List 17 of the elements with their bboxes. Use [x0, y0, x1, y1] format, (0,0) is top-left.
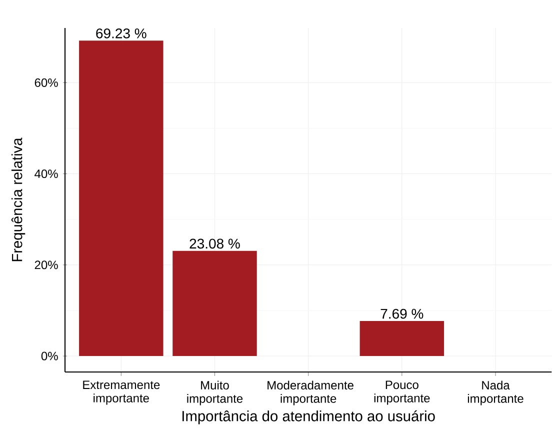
- bar: [172, 250, 257, 356]
- y-tick-label: 60%: [34, 78, 58, 87]
- x-tick-label: Moderadamente importante: [268, 380, 354, 406]
- x-tick-label: Muito importante: [187, 380, 243, 406]
- x-tick-label: Nada importante: [468, 380, 524, 406]
- bar: [79, 40, 164, 356]
- x-tick-label: Pouco importante: [374, 380, 430, 405]
- data-label: 23.08 %: [190, 238, 240, 249]
- y-tick-label: 0%: [41, 352, 58, 360]
- x-tick-label: Extremamente importante: [83, 380, 160, 405]
- data-label: 7.69 %: [380, 308, 424, 319]
- y-tick-label: 40%: [34, 170, 58, 178]
- data-label: 69.23 %: [96, 28, 146, 38]
- y-tick-label: 20%: [34, 260, 58, 270]
- x-axis-title: Importância do atendimento ao usuário: [182, 410, 435, 424]
- y-axis-title: Frequência relativa: [11, 138, 26, 262]
- bar: [360, 321, 444, 356]
